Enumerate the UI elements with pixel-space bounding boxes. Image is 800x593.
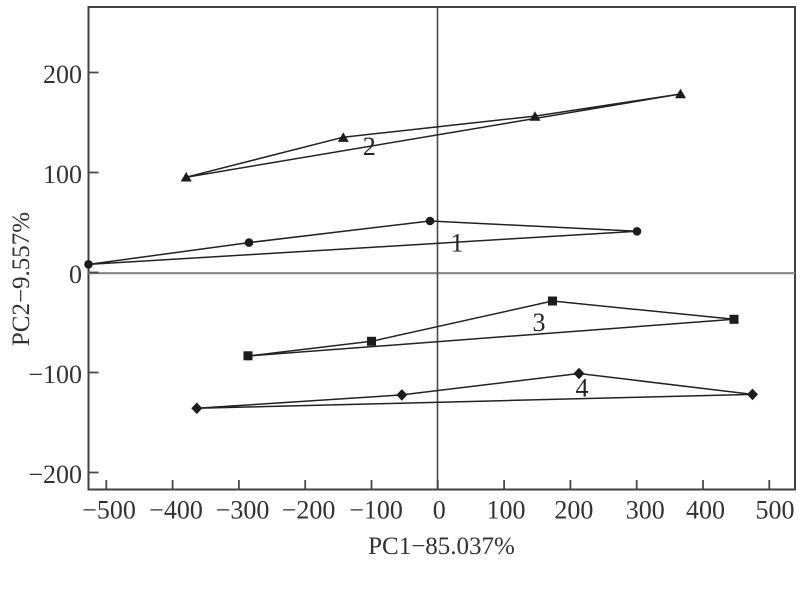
- svg-text:200: 200: [43, 60, 82, 89]
- svg-text:4: 4: [576, 374, 589, 403]
- svg-text:100: 100: [487, 496, 526, 525]
- svg-text:2: 2: [363, 132, 376, 161]
- svg-text:100: 100: [43, 160, 82, 189]
- svg-text:PC1−85.037%: PC1−85.037%: [368, 533, 515, 560]
- svg-text:−300: −300: [216, 496, 270, 525]
- svg-text:1: 1: [451, 229, 464, 258]
- svg-text:400: 400: [686, 496, 725, 525]
- svg-text:−500: −500: [82, 496, 136, 525]
- svg-text:−200: −200: [282, 496, 336, 525]
- svg-text:−100: −100: [28, 360, 82, 389]
- svg-text:3: 3: [533, 308, 546, 337]
- svg-text:500: 500: [756, 496, 795, 525]
- svg-text:PC2−9.557%: PC2−9.557%: [8, 212, 35, 346]
- svg-text:200: 200: [554, 496, 593, 525]
- svg-text:0: 0: [433, 496, 446, 525]
- svg-text:0: 0: [69, 260, 82, 289]
- svg-text:−400: −400: [149, 496, 203, 525]
- svg-text:−100: −100: [349, 496, 403, 525]
- svg-text:300: 300: [626, 496, 665, 525]
- svg-text:−200: −200: [28, 460, 82, 489]
